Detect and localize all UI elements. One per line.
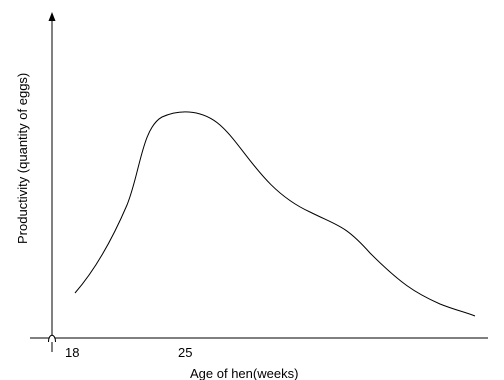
axis-break-mark — [48, 334, 56, 343]
y-axis-arrow — [48, 12, 56, 21]
x-tick-label-18: 18 — [65, 345, 79, 360]
x-tick-label-25: 25 — [178, 345, 192, 360]
y-axis-label: Productivity (quantity of eggs) — [15, 73, 30, 244]
series-line — [74, 111, 476, 317]
x-axis-label: Age of hen(weeks) — [190, 366, 298, 380]
